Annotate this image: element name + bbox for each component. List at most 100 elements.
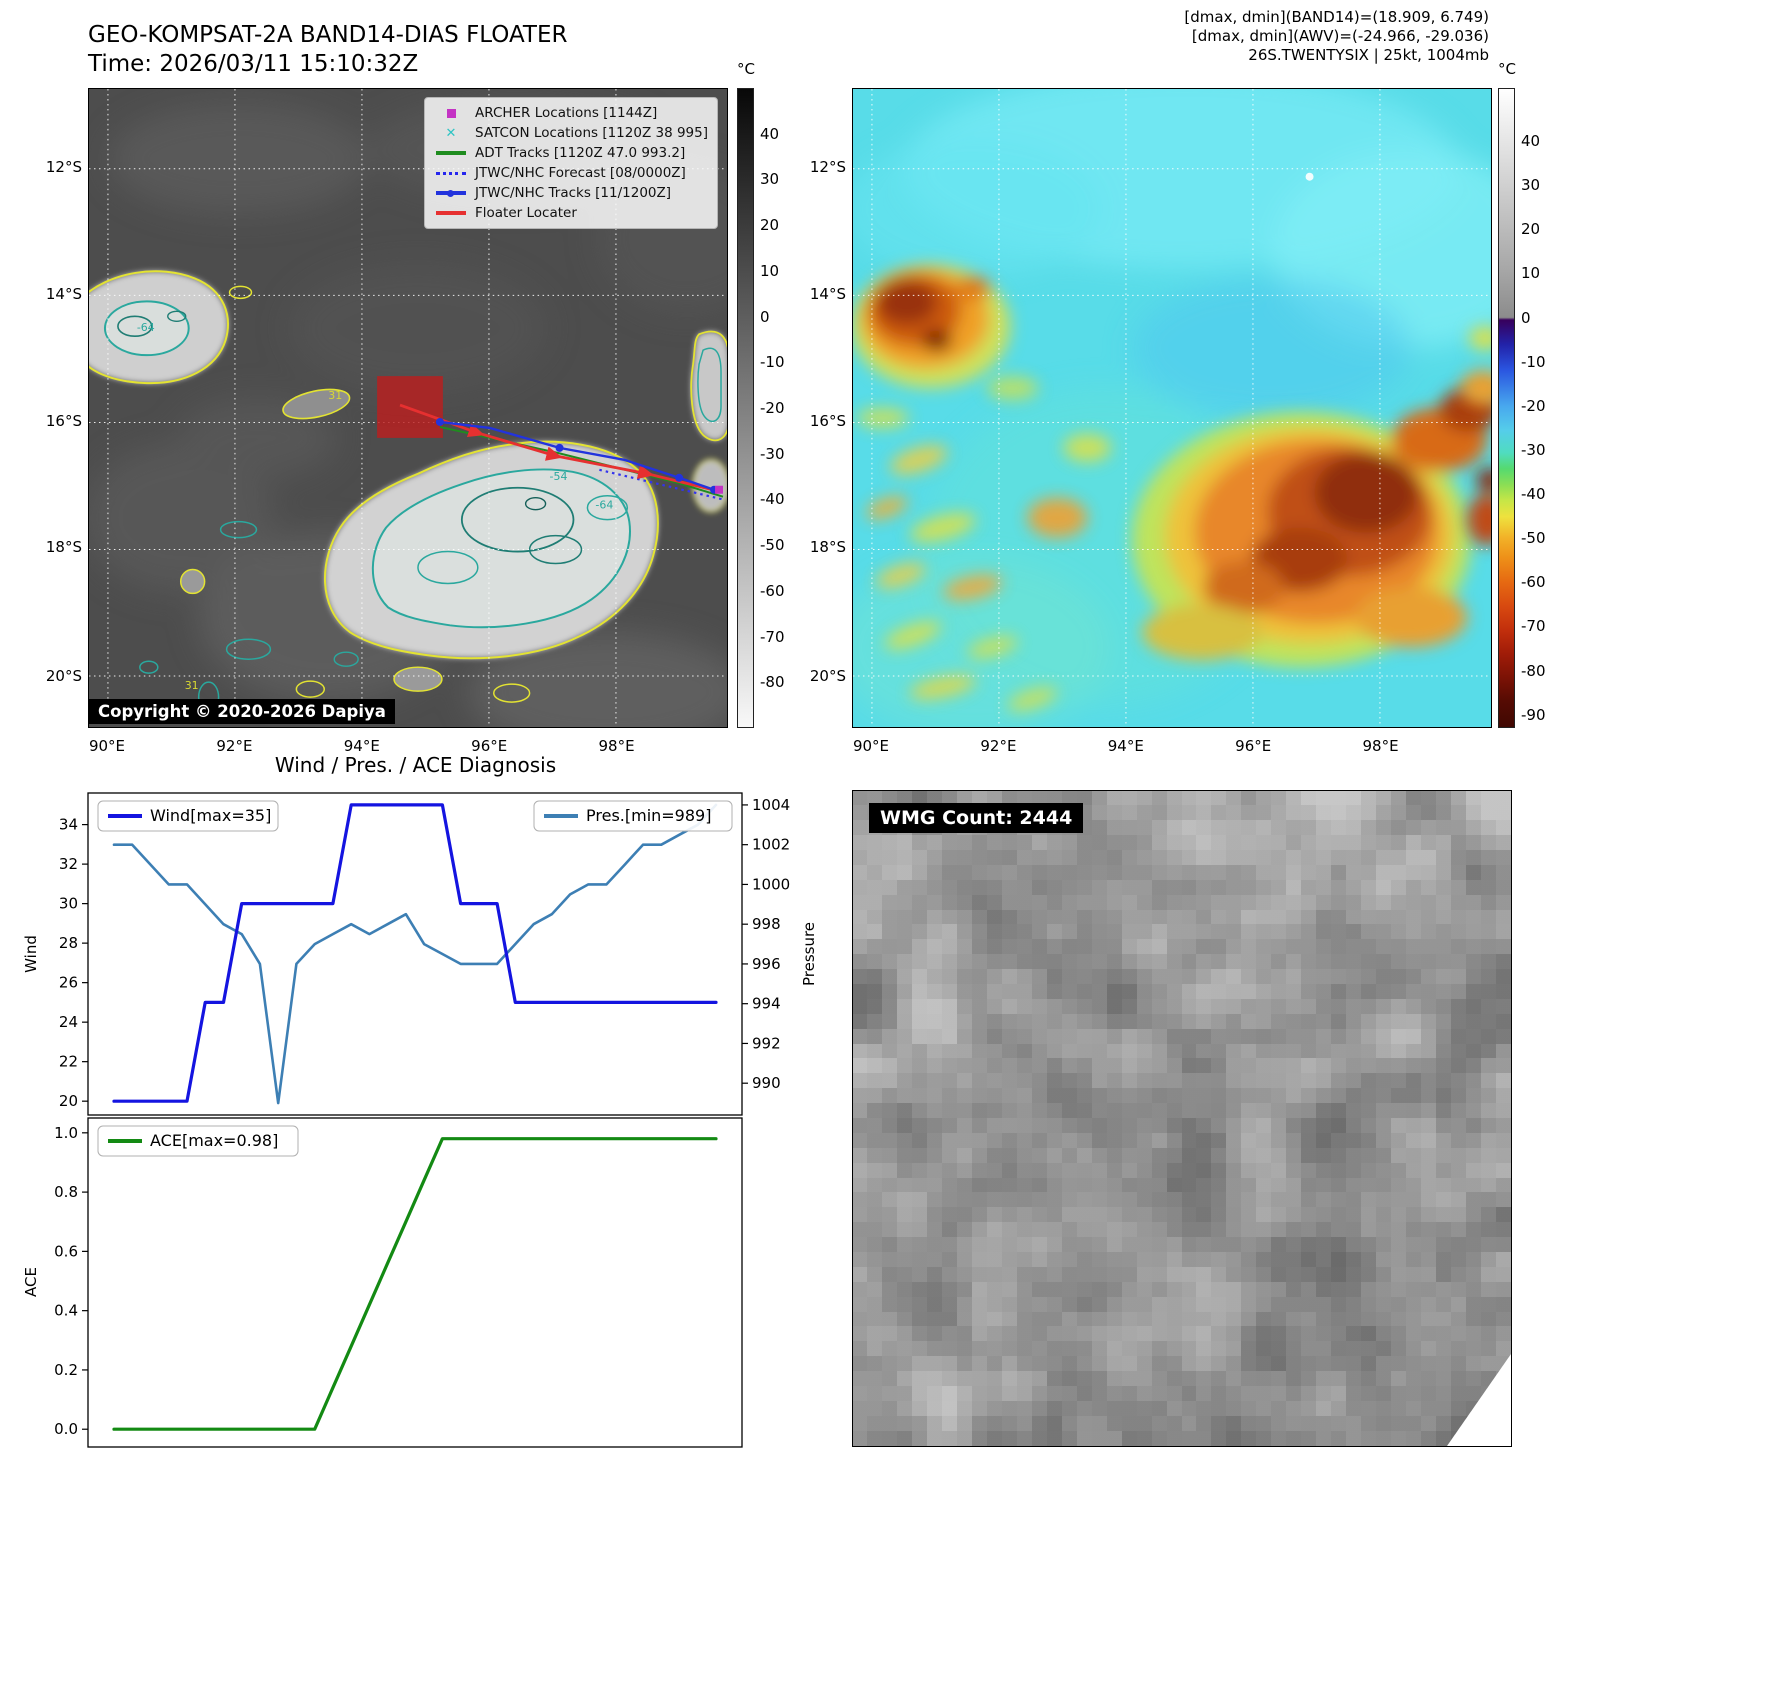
ir-colorbar-tick-label: -80 [760,673,785,692]
line-marker-icon [435,146,467,160]
enh-colorbar-tick-label: -10 [1521,352,1546,371]
y-tick-label: 32 [59,855,78,873]
legend-item: ARCHER Locations [1144Z] [435,105,707,121]
enhanced-map-image [853,89,1491,727]
convection-east [1132,388,1491,668]
ir-satellite-map: -64 31 -54 -64 31 ARCHER Locations [1144Z] ✕ S… [88,88,728,728]
contour-labels: -64 31 -54 -64 31 [137,321,613,692]
lat-tick-label: 18°S [45,537,82,556]
dmax-dmin-awv: [dmax, dmin](AWV)=(-24.966, -29.036) [1191,27,1489,45]
line-dot-marker-icon [435,186,467,200]
y-tick-label: 0.0 [54,1420,78,1438]
y-tick-label: 1004 [752,796,790,814]
lon-tick-label: 98°E [1362,737,1399,755]
chart-legend-box [97,1125,299,1157]
floater-region-box [377,376,443,438]
chart-legend-box [97,800,279,832]
legend-label: JTWC/NHC Forecast [08/0000Z] [475,165,686,181]
legend-item: ✕ SATCON Locations [1120Z 38 995] [435,125,708,141]
lat-tick-label: 14°S [45,284,82,303]
cloud-speck [1305,172,1314,181]
enh-colorbar-tick-label: -20 [1521,396,1546,415]
lat-tick-label: 12°S [45,158,82,176]
lat-tick-label: 12°S [809,158,846,176]
wmg-image [853,791,1511,1446]
y-tick-label: 1.0 [54,1124,78,1142]
diagnosis-charts: 20 22 24 26 28 30 32 34 990 992 994 996 998 1000 1002 1… [22,792,818,1448]
convection-east-edge [1461,326,1491,546]
enh-colorbar-tick-label: 10 [1521,264,1541,283]
square-marker-icon [435,106,467,120]
enh-colorbar-tick-label: -30 [1521,440,1546,459]
lon-tick-label: 96°E [471,737,508,755]
ir-colorbar [737,88,754,728]
copyright-label: Copyright © 2020-2026 Dapiya [89,699,395,724]
y-tick-label: 24 [59,1013,78,1031]
y-tick-label: 22 [59,1053,78,1071]
ir-colorbar-tick-label: -10 [760,353,785,372]
y-tick-label: 0.4 [54,1302,78,1320]
ir-colorbar-unit: °C [737,60,755,78]
enh-colorbar-tick-label: -40 [1521,485,1546,504]
ir-colorbar-tick-label: -70 [760,627,785,646]
legend-label: ARCHER Locations [1144Z] [475,105,658,121]
chart-legend-label: Wind[max=35] [150,806,271,825]
contour-label: -54 [550,470,568,483]
cloud-fragments-south [333,651,531,703]
lon-tick-label: 94°E [1107,737,1144,755]
y-tick-label: 0.8 [54,1183,78,1201]
dotted-marker-icon [435,166,467,180]
chart-frame [87,1117,743,1448]
grid-lines [853,89,1491,727]
ir-colorbar-tick-label: -30 [760,444,785,463]
right-header: [dmax, dmin](BAND14)=(18.909, 6.749) [dm… [989,8,1489,65]
enh-colorbar-tick-label: 40 [1521,131,1541,150]
enh-colorbar [1498,88,1515,728]
lat-tick-label: 20°S [809,666,846,685]
y-tick-label: 1000 [752,875,790,893]
chart-legend-box [533,800,733,832]
lon-tick-label: 96°E [1235,737,1272,755]
contour-label: 31 [185,679,199,692]
y-tick-label: 0.6 [54,1242,78,1260]
y-tick-label: 20 [59,1092,78,1110]
lon-tick-label: 92°E [980,737,1017,755]
legend-label: ADT Tracks [1120Z 47.0 993.2] [475,145,686,161]
series-line [112,1137,718,1431]
legend-item: Floater Locater [435,205,707,221]
enh-colorbar-tick-label: 30 [1521,176,1541,195]
pressure-axis-label: Pressure [800,922,818,986]
lat-tick-label: 14°S [809,284,846,303]
map-legend: ARCHER Locations [1144Z] ✕ SATCON Location… [424,97,718,229]
lon-tick-label: 92°E [216,737,253,755]
lon-tick-label: 90°E [88,737,126,755]
archer-location-marker [715,485,724,494]
legend-item: JTWC/NHC Tracks [11/1200Z] [435,185,707,201]
ir-colorbar-tick-label: -20 [760,399,785,417]
y-tick-label: 34 [59,816,78,834]
y-tick-label: 990 [752,1074,781,1092]
lon-tick-label: 94°E [343,737,380,755]
wmg-count-label: WMG Count: 2444 [869,803,1084,833]
series-line [112,803,718,1105]
enh-colorbar-tick-label: -50 [1521,529,1546,548]
legend-label: SATCON Locations [1120Z 38 995] [475,125,708,141]
legend-label: JTWC/NHC Tracks [11/1200Z] [475,185,672,201]
y-tick-label: 996 [752,955,781,973]
enh-colorbar-tick-label: -60 [1521,573,1546,592]
chart-legend-label: Pres.[min=989] [586,806,711,825]
cloud-small-mid [282,388,351,420]
enh-colorbar-tick-label: -90 [1521,705,1546,724]
charts-title: Wind / Pres. / ACE Diagnosis [274,753,557,777]
ir-colorbar-tick-label: -50 [760,536,785,555]
legend-item: JTWC/NHC Forecast [08/0000Z] [435,165,707,181]
y-tick-label: 26 [59,974,78,992]
series-line [112,803,718,1103]
enh-colorbar-tick-label: 0 [1521,308,1531,327]
cloud-mass-south [324,440,659,660]
storm-info: 26S.TWENTYSIX | 25kt, 1004mb [1248,46,1489,64]
chart-frame [87,792,743,1116]
enh-colorbar-tick-label: -70 [1521,617,1546,636]
lat-tick-label: 20°S [45,666,82,685]
ir-colorbar-tick-label: -60 [760,581,785,600]
